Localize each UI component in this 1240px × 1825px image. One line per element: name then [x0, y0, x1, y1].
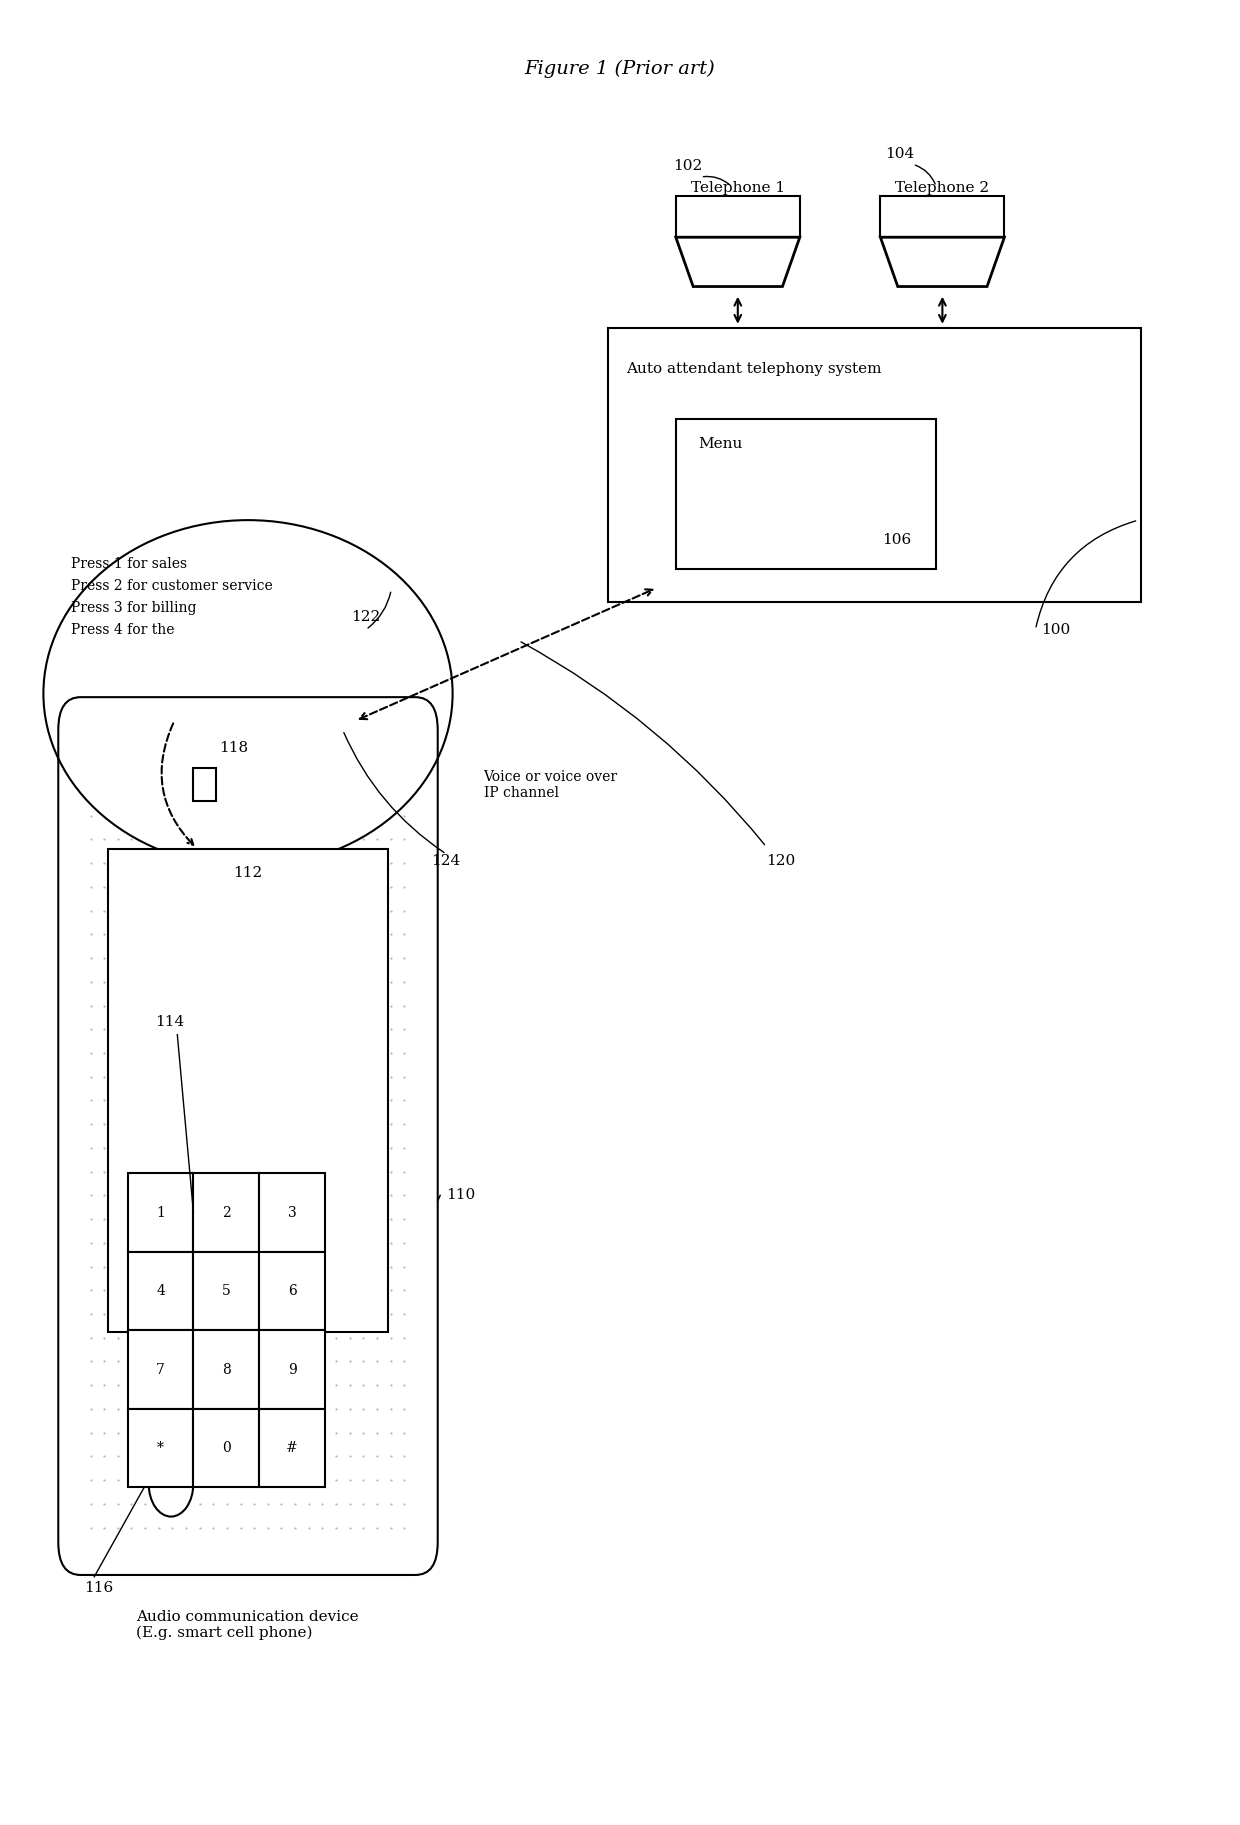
- Text: 2: 2: [222, 1206, 231, 1219]
- Text: Audio communication device
(E.g. smart cell phone): Audio communication device (E.g. smart c…: [136, 1610, 360, 1641]
- Bar: [108, 849, 388, 1332]
- Bar: [259, 1252, 325, 1330]
- Bar: [259, 1409, 325, 1487]
- Text: 4: 4: [156, 1285, 165, 1298]
- Polygon shape: [880, 237, 1004, 287]
- Text: *: *: [157, 1442, 164, 1455]
- Bar: [676, 195, 800, 237]
- Text: Auto attendant telephony system: Auto attendant telephony system: [626, 361, 882, 376]
- Text: Figure 1 (Prior art): Figure 1 (Prior art): [525, 60, 715, 78]
- Bar: [128, 1252, 193, 1330]
- Bar: [193, 768, 216, 801]
- Bar: [193, 1409, 259, 1487]
- Text: 5: 5: [222, 1285, 231, 1298]
- Text: Voice or voice over
IP channel: Voice or voice over IP channel: [484, 770, 618, 799]
- Bar: [193, 1330, 259, 1409]
- Text: 110: 110: [446, 1188, 476, 1203]
- Text: Menu: Menu: [698, 438, 743, 451]
- Text: 106: 106: [882, 533, 911, 548]
- Text: Press 1 for sales
Press 2 for customer service
Press 3 for billing
Press 4 for t: Press 1 for sales Press 2 for customer s…: [71, 557, 273, 637]
- Bar: [608, 328, 1141, 602]
- Ellipse shape: [43, 520, 453, 867]
- Text: 112: 112: [233, 865, 263, 880]
- Text: 124: 124: [432, 854, 461, 869]
- Text: 8: 8: [222, 1363, 231, 1376]
- Text: 3: 3: [288, 1206, 296, 1219]
- Text: 114: 114: [155, 1015, 185, 1029]
- Bar: [128, 1409, 193, 1487]
- Bar: [128, 1173, 193, 1252]
- Text: 100: 100: [1042, 622, 1071, 637]
- Text: 1: 1: [156, 1206, 165, 1219]
- Text: 116: 116: [84, 1580, 114, 1595]
- FancyBboxPatch shape: [58, 697, 438, 1575]
- Text: #: #: [286, 1442, 298, 1455]
- Text: Telephone 2: Telephone 2: [895, 181, 990, 195]
- Bar: [193, 1173, 259, 1252]
- Circle shape: [149, 1451, 193, 1517]
- Text: 0: 0: [222, 1442, 231, 1455]
- Text: 120: 120: [766, 854, 796, 869]
- Bar: [676, 418, 936, 569]
- Text: Telephone 1: Telephone 1: [691, 181, 785, 195]
- Polygon shape: [676, 237, 800, 287]
- Text: 102: 102: [673, 159, 703, 173]
- Text: 7: 7: [156, 1363, 165, 1376]
- Text: 118: 118: [219, 741, 248, 756]
- Bar: [880, 195, 1004, 237]
- Bar: [193, 1252, 259, 1330]
- Bar: [259, 1330, 325, 1409]
- Text: 6: 6: [288, 1285, 296, 1298]
- Text: 104: 104: [885, 146, 915, 161]
- Text: 9: 9: [288, 1363, 296, 1376]
- Bar: [128, 1330, 193, 1409]
- Text: 122: 122: [351, 610, 381, 624]
- Bar: [259, 1173, 325, 1252]
